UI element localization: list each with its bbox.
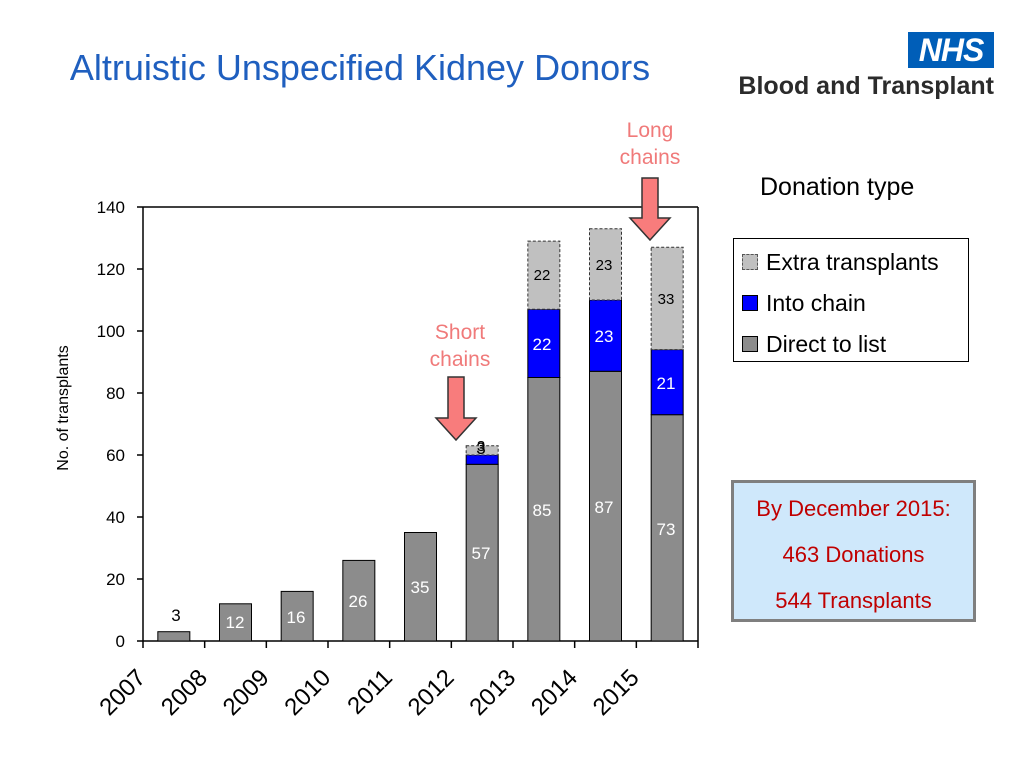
annotation-arrows — [434, 177, 672, 442]
legend-label-direct: Direct to list — [766, 331, 887, 357]
data-label: 57 — [472, 544, 491, 563]
bar-segment — [650, 349, 684, 416]
y-tick-label: 20 — [106, 570, 125, 589]
x-tick-label: 2015 — [588, 664, 645, 721]
data-label: 87 — [595, 498, 614, 517]
data-label: 3 — [477, 438, 485, 455]
long-chains-line1: Long — [626, 119, 674, 142]
nhs-logo: NHS Blood and Transplant — [700, 30, 996, 102]
bar-segment — [650, 414, 684, 642]
data-label: 12 — [226, 613, 245, 632]
bar-segment — [527, 240, 561, 310]
y-tick-label: 120 — [97, 260, 125, 279]
data-label: 23 — [595, 327, 614, 346]
bar-segment — [342, 559, 376, 642]
summary-heading: By December 2015: — [756, 496, 951, 521]
legend-swatch-chain — [742, 295, 758, 312]
long-chains-arrow — [628, 177, 672, 242]
bar-segment — [527, 308, 561, 378]
legend-item-chain: Into chain — [742, 290, 866, 316]
summary-donations: 463 Donations — [782, 542, 925, 567]
data-label: 35 — [411, 578, 430, 597]
bar-segment — [589, 370, 622, 642]
y-tick-label: 0 — [116, 632, 125, 651]
y-tick-label: 60 — [106, 446, 125, 465]
y-tick-label: 80 — [106, 384, 125, 403]
data-label: 73 — [657, 520, 676, 539]
bar-segment — [465, 463, 499, 642]
nhs-logo-mark: NHS — [908, 32, 994, 68]
x-tick-label: 2010 — [279, 664, 336, 721]
long-chains-line2: chains — [619, 146, 681, 169]
legend-swatch-direct — [742, 336, 758, 353]
legend-label-extra: Extra transplants — [766, 249, 939, 275]
data-label: 23 — [596, 257, 613, 274]
data-label: 33 — [658, 291, 675, 308]
short-chains-line1: Short — [434, 321, 486, 344]
x-tick-label: 2014 — [526, 664, 583, 721]
legend-swatch-extra — [742, 254, 758, 271]
data-label: 22 — [533, 335, 552, 354]
nhs-logo-text: Blood and Transplant — [738, 72, 994, 100]
short-chains-annotation: Short chains — [405, 319, 515, 373]
bar-segment — [219, 603, 252, 642]
legend-item-direct: Direct to list — [742, 331, 886, 357]
bar-segment — [280, 590, 314, 642]
y-tick-label: 40 — [106, 508, 125, 527]
x-tick-label: 2013 — [464, 664, 521, 721]
bar-segment — [650, 246, 684, 351]
legend-item-extra: Extra transplants — [742, 249, 939, 275]
x-tick-label: 2009 — [218, 664, 275, 721]
bar-segment — [465, 445, 499, 456]
y-axis-title: No. of transplants — [55, 345, 72, 470]
chart-title: Altruistic Unspecified Kidney Donors — [69, 47, 651, 88]
x-tick-label: 2007 — [94, 664, 151, 721]
y-tick-label: 140 — [97, 198, 125, 217]
summary-transplants: 544 Transplants — [775, 588, 932, 613]
legend-label-chain: Into chain — [766, 290, 866, 316]
bar-segment — [404, 532, 437, 642]
data-label: 3 — [171, 606, 180, 625]
x-tick-label: 2011 — [342, 664, 398, 720]
data-label: 26 — [349, 592, 368, 611]
bar-segment — [589, 228, 622, 301]
legend: Extra transplants Into chain Direct to l… — [733, 238, 969, 362]
legend-title: Donation type — [760, 173, 915, 201]
x-tick-label: 2008 — [156, 664, 213, 721]
short-chains-line2: chains — [429, 348, 491, 371]
x-tick-label: 2012 — [403, 664, 460, 721]
long-chains-annotation: Long chains — [595, 117, 705, 171]
data-label: 3 — [476, 439, 485, 458]
data-label: 21 — [657, 374, 676, 393]
bar-segment — [157, 631, 191, 642]
data-label: 16 — [287, 608, 306, 627]
short-chains-arrow — [434, 376, 478, 442]
y-tick-label: 100 — [97, 322, 125, 341]
summary-box: By December 2015: 463 Donations 544 Tran… — [731, 480, 976, 622]
data-label: 85 — [533, 501, 552, 520]
data-label: 22 — [534, 267, 551, 284]
